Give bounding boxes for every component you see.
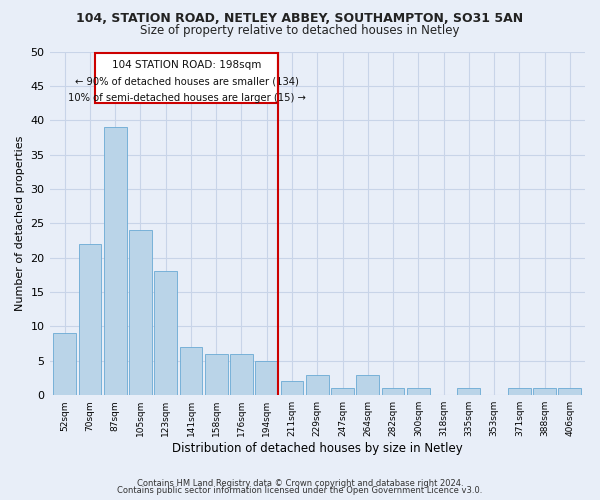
FancyBboxPatch shape: [95, 53, 278, 103]
Bar: [230, 354, 253, 395]
Bar: [457, 388, 480, 395]
Bar: [104, 127, 127, 395]
Text: Size of property relative to detached houses in Netley: Size of property relative to detached ho…: [140, 24, 460, 37]
Text: Contains HM Land Registry data © Crown copyright and database right 2024.: Contains HM Land Registry data © Crown c…: [137, 478, 463, 488]
Bar: [256, 361, 278, 395]
X-axis label: Distribution of detached houses by size in Netley: Distribution of detached houses by size …: [172, 442, 463, 455]
Bar: [382, 388, 404, 395]
Bar: [53, 334, 76, 395]
Bar: [559, 388, 581, 395]
Text: 104 STATION ROAD: 198sqm: 104 STATION ROAD: 198sqm: [112, 60, 261, 70]
Bar: [356, 374, 379, 395]
Bar: [154, 272, 177, 395]
Bar: [281, 382, 304, 395]
Text: Contains public sector information licensed under the Open Government Licence v3: Contains public sector information licen…: [118, 486, 482, 495]
Bar: [508, 388, 530, 395]
Bar: [533, 388, 556, 395]
Y-axis label: Number of detached properties: Number of detached properties: [15, 136, 25, 311]
Text: 10% of semi-detached houses are larger (15) →: 10% of semi-detached houses are larger (…: [68, 92, 305, 102]
Bar: [129, 230, 152, 395]
Bar: [79, 244, 101, 395]
Bar: [179, 347, 202, 395]
Bar: [306, 374, 329, 395]
Text: 104, STATION ROAD, NETLEY ABBEY, SOUTHAMPTON, SO31 5AN: 104, STATION ROAD, NETLEY ABBEY, SOUTHAM…: [76, 12, 524, 26]
Bar: [331, 388, 354, 395]
Bar: [407, 388, 430, 395]
Text: ← 90% of detached houses are smaller (134): ← 90% of detached houses are smaller (13…: [74, 77, 299, 87]
Bar: [205, 354, 227, 395]
